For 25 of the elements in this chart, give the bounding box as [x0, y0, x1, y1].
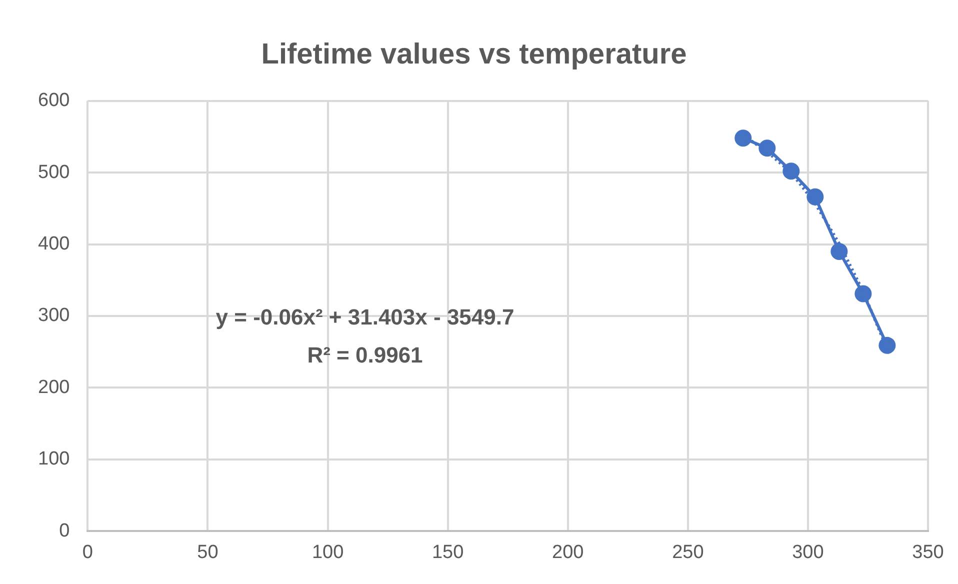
y-tick-label: 600	[38, 90, 70, 112]
point	[878, 336, 896, 354]
y-tick-label: 100	[38, 448, 70, 470]
point	[782, 162, 800, 180]
annotation: y = -0.06x² + 31.403x - 3549.7	[216, 304, 514, 330]
y-tick-label: 500	[38, 162, 70, 183]
x-tick-label: 0	[82, 542, 93, 563]
chart-title: Lifetime values vs temperature	[261, 38, 687, 70]
x-tick-label: 100	[312, 542, 344, 563]
x-tick-label: 350	[912, 542, 944, 563]
point	[854, 285, 872, 302]
x-tick-label: 50	[197, 542, 218, 563]
annotation: R² = 0.9961	[307, 342, 423, 368]
y-tick-label: 300	[38, 305, 70, 326]
point	[806, 188, 824, 206]
y-tick-label: 200	[38, 376, 70, 398]
x-tick-label: 200	[552, 542, 584, 563]
x-tick-label: 150	[432, 542, 464, 563]
x-tick-label: 250	[672, 542, 704, 563]
x-tick-label: 300	[792, 542, 824, 563]
y-tick-label: 400	[38, 234, 70, 254]
point	[830, 242, 848, 260]
point	[758, 140, 776, 157]
point	[734, 130, 752, 147]
y-tick-label: 0	[59, 520, 70, 542]
